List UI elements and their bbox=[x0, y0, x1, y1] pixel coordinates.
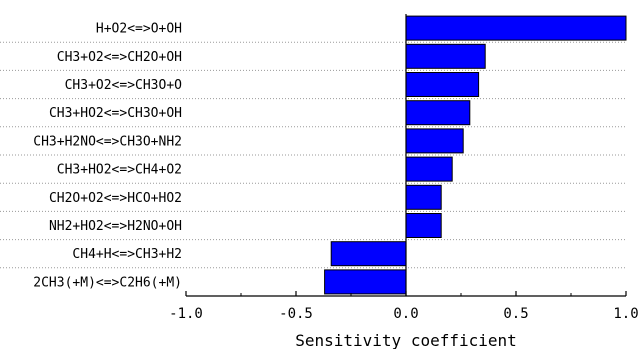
axes bbox=[185, 14, 627, 297]
x-axis-title: Sensitivity coefficient bbox=[295, 331, 517, 349]
category-label: NH2+HO2<=>H2NO+OH bbox=[49, 219, 182, 234]
bar bbox=[405, 72, 480, 97]
category-label: CH3+O2<=>CH3O+O bbox=[65, 78, 183, 93]
category-label: 2CH3(+M)<=>C2H6(+M) bbox=[33, 275, 182, 290]
x-tick-label: 0.0 bbox=[393, 306, 418, 322]
bar bbox=[405, 15, 627, 41]
category-label: CH3+HO2<=>CH3O+OH bbox=[49, 106, 182, 121]
bar bbox=[405, 100, 471, 126]
category-label: CH4+H<=>CH3+H2 bbox=[72, 247, 182, 262]
grid-lines bbox=[0, 41, 626, 269]
bar bbox=[405, 156, 453, 182]
bars bbox=[324, 15, 627, 295]
category-label: CH3+O2<=>CH2O+OH bbox=[57, 50, 182, 65]
tick-labels: -1.0 -0.5 0.0 0.5 1.0 bbox=[169, 306, 639, 322]
x-tick-label: -1.0 bbox=[169, 306, 203, 322]
x-tick-label: 0.5 bbox=[503, 306, 528, 322]
category-label: CH3+HO2<=>CH4+O2 bbox=[57, 163, 182, 178]
category-labels: H+O2<=>O+OH CH3+O2<=>CH2O+OH CH3+O2<=>CH3O… bbox=[33, 22, 182, 291]
x-tick-label: -0.5 bbox=[279, 306, 313, 322]
category-label: CH2O+O2<=>HCO+HO2 bbox=[49, 191, 182, 206]
bar bbox=[324, 269, 407, 295]
category-label: H+O2<=>O+OH bbox=[96, 22, 182, 37]
bar bbox=[405, 184, 442, 210]
bar bbox=[405, 128, 464, 154]
x-tick-label: 1.0 bbox=[613, 306, 638, 322]
bar bbox=[330, 241, 407, 267]
bar bbox=[405, 43, 486, 69]
category-label: CH3+H2NO<=>CH3O+NH2 bbox=[33, 134, 182, 149]
bar bbox=[405, 213, 442, 238]
